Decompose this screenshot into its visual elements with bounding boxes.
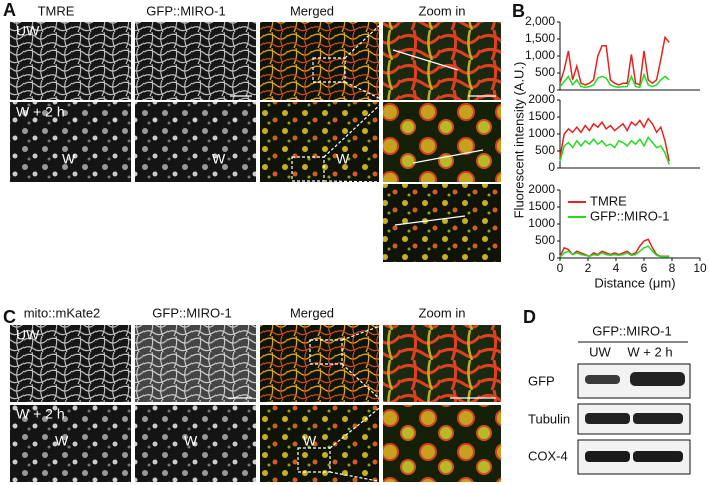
blot-label: Tubulin (528, 411, 570, 426)
column-header: Zoom in (419, 305, 466, 320)
panel-c: C mito::mKate2 GFP::MIRO-1 Merged Zoom i… (3, 305, 501, 483)
micrograph (10, 405, 131, 482)
legend-label: GFP::MIRO-1 (590, 208, 669, 223)
annotations (228, 324, 496, 483)
y-tick-label: 1000 (528, 126, 555, 140)
legend-label: TMRE (590, 193, 627, 208)
micrograph (135, 325, 256, 402)
panel-label: C (3, 307, 16, 327)
series-line (559, 35, 670, 86)
y-tick-label: 2,000 (525, 14, 555, 28)
wound-label: W (303, 433, 317, 449)
y-tick-label: 0 (548, 250, 555, 264)
micrograph (383, 102, 501, 182)
column-header: GFP::MIRO-1 (146, 3, 225, 18)
lane-label: W + 2 h (627, 344, 672, 359)
row-label: W + 2 h (16, 104, 65, 120)
y-tick-label: 500 (535, 143, 555, 157)
y-axis-label: Fluorescent intensity (A.U.) (511, 62, 526, 219)
blot-label: COX-4 (528, 448, 568, 463)
panel-label: B (512, 1, 525, 21)
x-tick-label: 4 (613, 261, 620, 275)
micrograph (10, 325, 131, 402)
panel-label: D (523, 307, 536, 327)
y-tick-label: 0 (548, 82, 555, 96)
series-line (559, 72, 670, 89)
column-header: GFP::MIRO-1 (152, 305, 231, 320)
micrograph (260, 325, 379, 402)
x-tick-label: 6 (641, 261, 648, 275)
panel-a: A TMRE GFP::MIRO-1 Merged Zoom in UW W +… (3, 0, 501, 262)
panel-b: B 05001,0001,5002,0000500100015002000Flu… (511, 1, 707, 291)
micrograph (260, 405, 379, 482)
y-tick-label: 2000 (528, 182, 555, 196)
micrograph (135, 405, 256, 482)
panel-d: D GFP::MIRO-1 UW W + 2 h GFP Tubulin COX… (523, 307, 691, 475)
micrograph (135, 102, 256, 182)
y-tick-label: 0 (548, 160, 555, 174)
series-line (559, 245, 670, 258)
column-header: Merged (290, 3, 334, 18)
column-header: TMRE (38, 3, 75, 18)
column-header: Merged (290, 305, 334, 320)
row-label: UW (16, 23, 40, 39)
wound-label: W (184, 433, 198, 449)
x-tick-label: 10 (693, 261, 707, 275)
wound-label: W (336, 151, 350, 167)
x-tick-label: 8 (669, 261, 676, 275)
micrograph (383, 22, 501, 100)
lane-label: UW (589, 344, 611, 359)
x-tick-label: 0 (557, 261, 564, 275)
y-tick-label: 500 (535, 65, 555, 79)
wound-label: W (62, 151, 76, 167)
row-label: W + 2 h (16, 406, 65, 422)
column-header: mito::mKate2 (24, 305, 101, 320)
blot-header: GFP::MIRO-1 (592, 323, 671, 338)
column-header: Zoom in (419, 3, 466, 18)
y-tick-label: 2000 (528, 92, 555, 106)
series-line (559, 117, 670, 162)
y-tick-label: 1000 (528, 216, 555, 230)
wound-label: W (55, 433, 69, 449)
micrograph (383, 325, 501, 402)
micrograph (10, 102, 131, 182)
row-label: UW (16, 327, 40, 343)
micrograph (10, 22, 131, 100)
y-tick-label: 500 (535, 233, 555, 247)
x-tick-label: 2 (585, 261, 592, 275)
series-line (559, 136, 670, 165)
micrograph (383, 184, 501, 262)
wound-label: W (212, 151, 226, 167)
y-tick-label: 1500 (528, 109, 555, 123)
annotations (230, 21, 496, 226)
micrograph (260, 102, 379, 182)
y-tick-label: 1,500 (525, 31, 555, 45)
series-line (559, 238, 670, 258)
micrograph (260, 22, 379, 100)
y-tick-label: 1,000 (525, 48, 555, 62)
y-tick-label: 1500 (528, 199, 555, 213)
micrograph (135, 22, 256, 100)
blot-label: GFP (528, 373, 555, 388)
micrograph (383, 405, 501, 482)
panel-label: A (3, 0, 16, 20)
blots (577, 363, 691, 475)
x-axis-label: Distance (μm) (594, 275, 675, 290)
